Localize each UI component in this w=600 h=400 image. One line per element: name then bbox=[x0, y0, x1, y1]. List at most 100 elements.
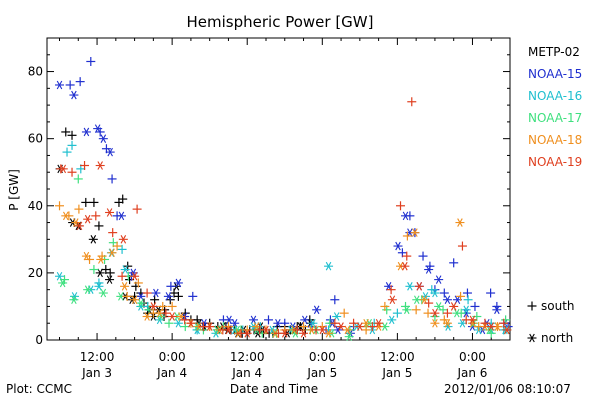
point-south-noaa-15 bbox=[263, 315, 273, 325]
point-north-noaa-16 bbox=[405, 282, 415, 291]
point-north-noaa-18 bbox=[455, 218, 465, 227]
point-north-noaa-18 bbox=[107, 248, 117, 258]
point-south-noaa-15 bbox=[107, 174, 117, 184]
point-south-noaa-16 bbox=[392, 308, 402, 318]
point-north-noaa-19 bbox=[130, 271, 140, 281]
point-north-noaa-19 bbox=[75, 221, 85, 231]
point-north-noaa-19 bbox=[118, 235, 128, 244]
point-north-noaa-15 bbox=[333, 325, 343, 335]
point-south-noaa-19 bbox=[330, 318, 340, 328]
y-tick-label: 20 bbox=[28, 266, 43, 280]
point-south-noaa-15 bbox=[86, 56, 96, 66]
point-south-noaa-19 bbox=[442, 308, 452, 318]
point-north-noaa-19 bbox=[105, 208, 115, 217]
y-tick-label: 60 bbox=[28, 132, 43, 146]
point-north-noaa-19 bbox=[186, 318, 196, 328]
legend-entry: NOAA-19 bbox=[528, 155, 582, 169]
marker-legend-entry: north bbox=[527, 331, 573, 345]
point-north-noaa-19 bbox=[58, 164, 68, 174]
y-tick-label: 80 bbox=[28, 65, 43, 79]
point-south-noaa-19 bbox=[80, 161, 90, 171]
point-north-noaa-17 bbox=[344, 332, 354, 341]
point-north-noaa-17 bbox=[83, 285, 93, 294]
point-north-noaa-18 bbox=[361, 318, 371, 328]
point-north-noaa-16 bbox=[430, 288, 440, 298]
x-tick-time-label: 0:00 bbox=[459, 350, 486, 364]
point-north-noaa-15 bbox=[224, 315, 234, 325]
point-north-noaa-15 bbox=[81, 127, 91, 137]
point-north-noaa-18 bbox=[71, 218, 81, 227]
point-north-noaa-18 bbox=[442, 318, 452, 328]
point-south-noaa-15 bbox=[418, 251, 428, 261]
point-north-noaa-18 bbox=[142, 312, 152, 321]
point-north-noaa-15 bbox=[230, 318, 240, 328]
point-south-metp-02 bbox=[150, 295, 160, 305]
point-south-metp-02 bbox=[118, 194, 128, 204]
point-north-noaa-15 bbox=[442, 295, 452, 305]
point-south-noaa-18 bbox=[112, 241, 122, 251]
point-south-metp-02 bbox=[89, 197, 99, 207]
point-north-noaa-18 bbox=[176, 312, 186, 321]
point-south-noaa-19 bbox=[292, 325, 302, 335]
point-south-noaa-19 bbox=[407, 97, 417, 107]
point-south-noaa-16 bbox=[117, 244, 127, 254]
point-south-noaa-19 bbox=[396, 201, 406, 211]
point-south-noaa-15 bbox=[330, 295, 340, 305]
point-south-noaa-19 bbox=[180, 315, 190, 325]
x-tick-time-label: 0:00 bbox=[159, 350, 186, 364]
point-north-noaa-19 bbox=[502, 325, 512, 335]
point-south-noaa-18 bbox=[299, 322, 309, 332]
point-north-noaa-16 bbox=[173, 318, 183, 328]
point-south-noaa-18 bbox=[380, 301, 390, 311]
point-north-noaa-19 bbox=[83, 214, 93, 224]
point-north-noaa-16 bbox=[387, 315, 397, 325]
point-north-noaa-18 bbox=[467, 318, 477, 328]
x-tick-date-label: Jan 6 bbox=[456, 366, 487, 380]
point-north-noaa-15 bbox=[273, 318, 283, 328]
point-north-noaa-15 bbox=[434, 275, 444, 284]
point-north-noaa-15 bbox=[93, 124, 103, 133]
point-north-noaa-15 bbox=[492, 305, 502, 315]
legend-entry: NOAA-15 bbox=[528, 67, 582, 81]
series-noaa-15 bbox=[55, 56, 513, 338]
point-south-noaa-18 bbox=[158, 301, 168, 311]
point-north-noaa-18 bbox=[81, 251, 91, 261]
point-north-metp-02 bbox=[95, 268, 105, 278]
point-north-noaa-19 bbox=[414, 282, 424, 291]
data-points bbox=[55, 56, 513, 341]
point-north-noaa-19 bbox=[223, 325, 233, 335]
point-south-noaa-19 bbox=[142, 288, 152, 298]
point-south-noaa-19 bbox=[108, 228, 118, 238]
point-north-noaa-17 bbox=[412, 295, 422, 305]
marker-legend-label: north bbox=[541, 331, 573, 345]
point-north-noaa-16 bbox=[136, 302, 146, 311]
point-south-noaa-18 bbox=[74, 204, 84, 214]
x-tick-time-label: 0:00 bbox=[309, 350, 336, 364]
point-south-noaa-18 bbox=[167, 301, 177, 311]
x-tick-date-label: Jan 4 bbox=[231, 366, 262, 380]
point-south-noaa-15 bbox=[166, 281, 176, 291]
x-axis-label: Date and Time bbox=[230, 382, 318, 396]
marker-legend-entry: south bbox=[527, 299, 575, 313]
point-south-noaa-17 bbox=[73, 174, 83, 184]
point-south-noaa-16 bbox=[62, 147, 72, 157]
point-south-noaa-19 bbox=[91, 211, 101, 221]
point-north-noaa-16 bbox=[457, 318, 467, 328]
x-tick-time-label: 12:00 bbox=[380, 350, 415, 364]
point-north-noaa-15 bbox=[151, 288, 161, 298]
point-north-noaa-19 bbox=[280, 329, 290, 338]
point-north-noaa-17 bbox=[98, 288, 108, 298]
point-north-noaa-18 bbox=[96, 255, 106, 264]
point-south-noaa-15 bbox=[188, 291, 198, 301]
series-noaa-19 bbox=[56, 97, 512, 338]
point-south-noaa-17 bbox=[180, 322, 190, 332]
point-north-metp-02 bbox=[105, 275, 115, 284]
legend-entry: NOAA-16 bbox=[528, 89, 582, 103]
point-north-noaa-15 bbox=[312, 305, 322, 315]
x-tick-time-label: 12:00 bbox=[230, 350, 265, 364]
point-north-noaa-19 bbox=[449, 302, 459, 311]
footer-right: 2012/01/06 08:10:07 bbox=[444, 382, 571, 396]
point-south-noaa-19 bbox=[367, 322, 377, 332]
y-tick-label: 0 bbox=[35, 333, 43, 347]
point-north-noaa-18 bbox=[130, 295, 140, 305]
